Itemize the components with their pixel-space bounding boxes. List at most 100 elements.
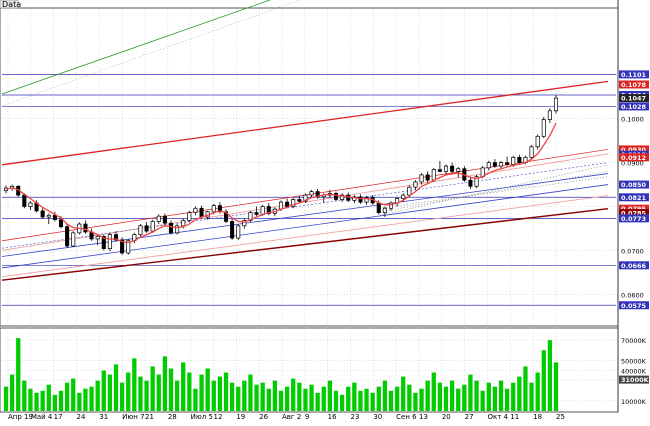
volume-bar bbox=[449, 380, 455, 411]
candle-up bbox=[486, 162, 491, 169]
price-marker bbox=[619, 214, 649, 223]
volume-bar bbox=[401, 376, 406, 411]
candle-down bbox=[101, 235, 106, 249]
x-tick-label: 26 bbox=[259, 413, 268, 421]
volume-bar bbox=[358, 390, 363, 411]
volume-bar bbox=[28, 388, 33, 411]
candle-up bbox=[309, 191, 314, 196]
volume-bar bbox=[327, 380, 333, 411]
candle-down bbox=[120, 239, 125, 254]
volume-bar bbox=[22, 380, 27, 411]
price-marker bbox=[619, 180, 649, 189]
volume-tick-label: 50000K bbox=[621, 357, 647, 365]
candle-up bbox=[278, 201, 284, 210]
volume-bar bbox=[419, 388, 424, 411]
candle-up bbox=[382, 207, 387, 213]
volume-bar bbox=[388, 390, 394, 411]
volume-bar bbox=[211, 380, 216, 411]
candle-down bbox=[297, 199, 302, 202]
x-tick-label: 9 bbox=[305, 413, 309, 421]
volume-bar bbox=[309, 384, 314, 411]
volume-bar bbox=[376, 386, 381, 411]
volume-bar bbox=[248, 374, 253, 411]
volume-bar bbox=[431, 372, 436, 411]
volume-bar bbox=[199, 374, 204, 411]
volume-bar bbox=[443, 386, 449, 411]
volume-bar bbox=[144, 380, 149, 411]
volume-bar bbox=[205, 368, 210, 411]
candle-up bbox=[248, 212, 253, 221]
price-marker-label: 0.0666 bbox=[621, 262, 647, 270]
candle-up bbox=[407, 186, 412, 196]
candle-up bbox=[242, 220, 247, 227]
volume-bar bbox=[297, 382, 302, 411]
candle-down bbox=[52, 214, 57, 221]
candle-down bbox=[223, 211, 229, 222]
price-tick-label: 0.0600 bbox=[621, 291, 644, 299]
volume-bar bbox=[52, 394, 58, 411]
candle-up bbox=[419, 174, 424, 183]
volume-bar bbox=[3, 386, 9, 411]
volume-bar bbox=[498, 380, 504, 411]
candle-down bbox=[162, 215, 167, 224]
candle-up bbox=[28, 202, 33, 207]
candle-down bbox=[230, 221, 235, 239]
volume-bar bbox=[266, 388, 271, 411]
data-tab[interactable] bbox=[0, 0, 19, 9]
volume-bar bbox=[339, 394, 345, 411]
candle-up bbox=[456, 168, 461, 172]
volume-bar bbox=[64, 382, 70, 411]
volume-bar bbox=[291, 378, 296, 411]
x-tick-label: Июл 5 bbox=[191, 413, 213, 421]
volume-bar bbox=[553, 362, 559, 411]
volume-bars bbox=[3, 338, 559, 411]
candle-down bbox=[168, 222, 174, 234]
candle-up bbox=[46, 214, 51, 218]
volume-bar bbox=[333, 390, 339, 411]
price-marker-label: 0.0785 bbox=[621, 210, 647, 218]
volume-bar bbox=[229, 382, 235, 411]
x-tick-label: 16 bbox=[328, 413, 337, 421]
x-tick-label: 30 bbox=[373, 413, 382, 421]
candle-down bbox=[285, 201, 290, 207]
candle-down bbox=[217, 205, 222, 213]
candle-up bbox=[303, 194, 308, 202]
volume-bar bbox=[321, 386, 326, 411]
price-marker-label: 0.1028 bbox=[621, 103, 647, 111]
volume-bar bbox=[71, 378, 76, 411]
volume-tick-label: 70000K bbox=[621, 337, 647, 345]
x-tick-label: Авг 2 bbox=[282, 413, 301, 421]
volume-bar bbox=[480, 390, 485, 411]
candle-down bbox=[358, 196, 363, 203]
x-tick-label: 23 bbox=[351, 413, 360, 421]
volume-bar bbox=[150, 366, 155, 411]
volume-bar bbox=[504, 388, 510, 411]
candle-down bbox=[65, 226, 70, 247]
volume-bar bbox=[303, 388, 308, 411]
data-tab-label: Data bbox=[2, 0, 21, 9]
x-tick-label: 21 bbox=[145, 413, 154, 421]
x-tick-label: Окт 4 bbox=[488, 413, 509, 421]
candle-down bbox=[425, 174, 430, 181]
price-marker-label: 0.0821 bbox=[621, 194, 647, 202]
volume-bar bbox=[346, 386, 351, 411]
volume-tick-label: 10000K bbox=[621, 398, 647, 406]
candle-down bbox=[58, 219, 64, 228]
x-tick-label: 20 bbox=[442, 413, 451, 421]
candle-down bbox=[517, 156, 522, 163]
price-marker-label: 0.0773 bbox=[621, 215, 646, 223]
volume-bar bbox=[474, 380, 479, 411]
x-tick-label: Июн 7 bbox=[122, 413, 144, 421]
x-tick-label: Апр 19 bbox=[8, 413, 33, 421]
volume-last-label: 31000K bbox=[621, 376, 650, 384]
volume-bar bbox=[126, 372, 131, 411]
volume-bar bbox=[40, 390, 45, 411]
x-tick-label: Май 4 bbox=[31, 413, 53, 421]
volume-bar bbox=[193, 388, 198, 411]
volume-bar bbox=[254, 384, 259, 411]
volume-bar bbox=[187, 372, 192, 411]
x-tick-label: 11 bbox=[510, 413, 519, 421]
volume-bar bbox=[394, 386, 400, 411]
